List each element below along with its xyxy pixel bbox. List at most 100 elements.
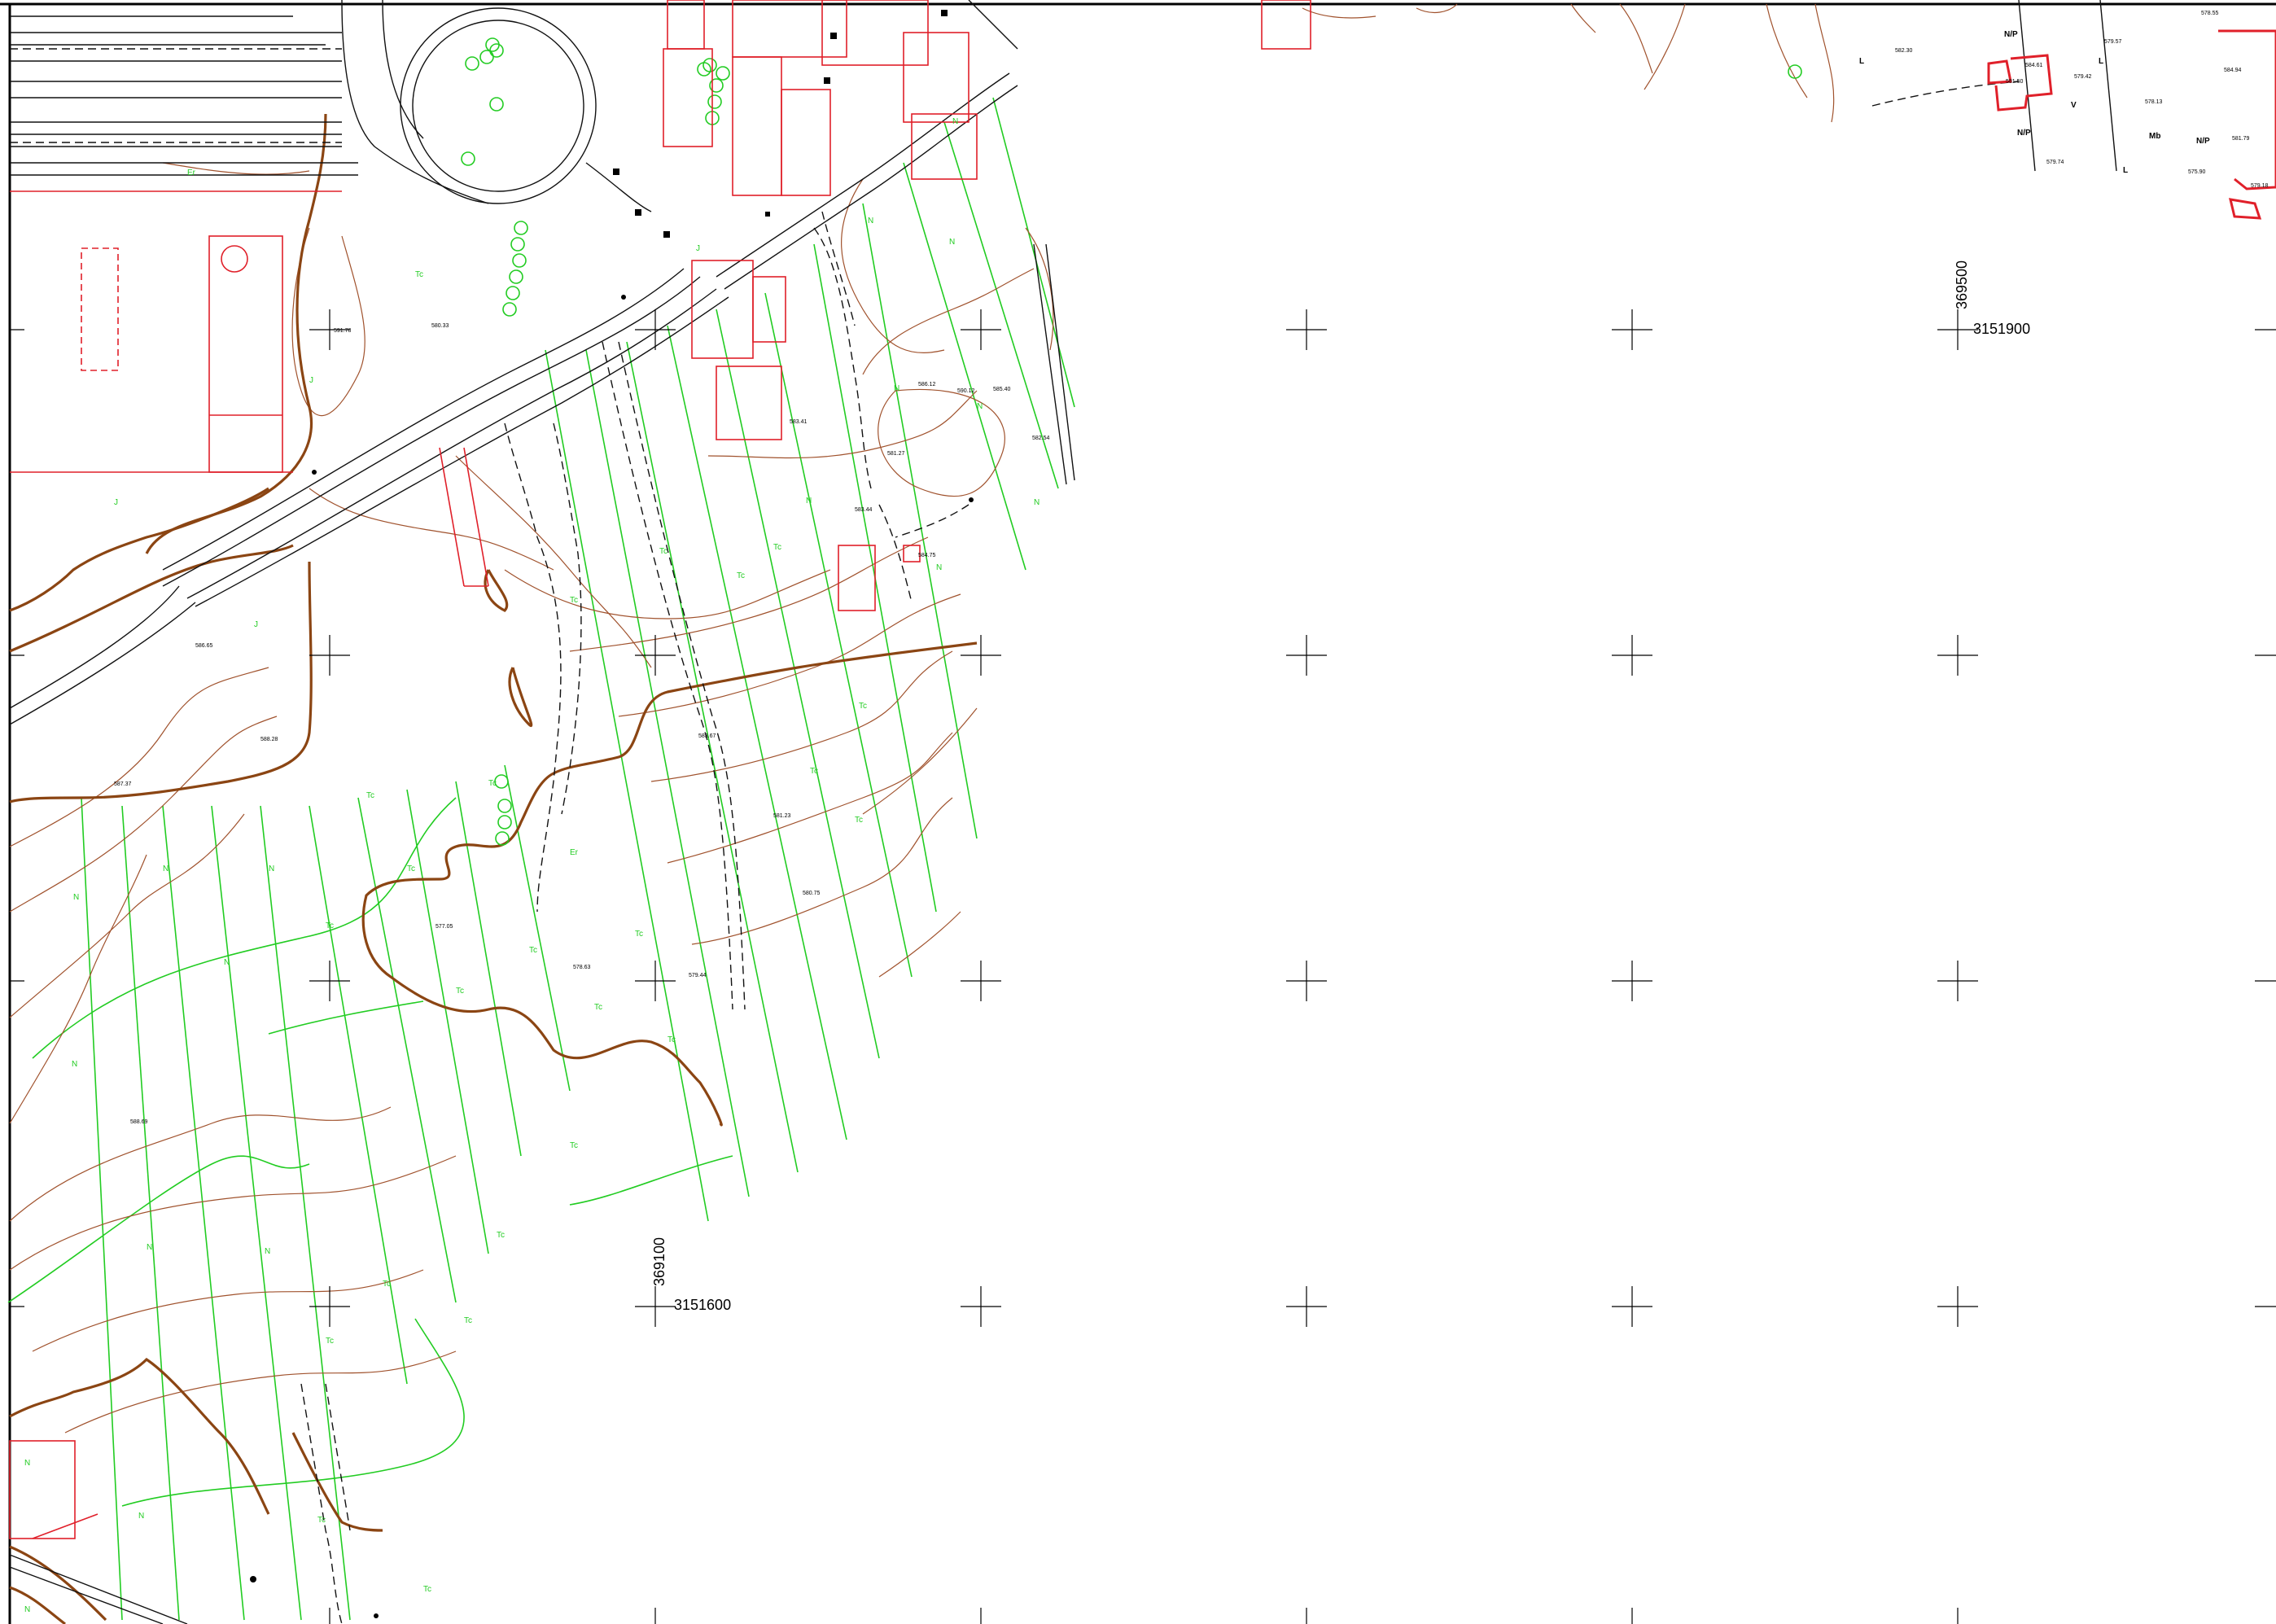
- landuse-code: N: [952, 117, 958, 126]
- spot-elevation: 586.12: [918, 382, 936, 387]
- landuse-code: N: [265, 1247, 270, 1256]
- spot-elevation: 584.94: [2224, 68, 2242, 73]
- spot-elevation: 579.74: [2046, 160, 2064, 165]
- grid-labels: 369100 3151600 369500 3151900: [651, 260, 2030, 1313]
- spot-elevation: 581.50: [2006, 79, 2024, 85]
- landuse-code: Tc: [570, 1141, 578, 1150]
- landuse-code: Tc: [326, 921, 334, 930]
- landuse-code: N: [224, 958, 230, 967]
- landuse-code: Tc: [317, 1516, 326, 1525]
- landuse-code: Tc: [456, 987, 464, 996]
- spot-elevation: 586.65: [195, 643, 213, 649]
- landuse-code: Tc: [488, 779, 497, 788]
- landuse-code: L: [1859, 57, 1864, 66]
- landuse-code: N: [269, 865, 274, 873]
- landuse-code: N: [147, 1243, 152, 1252]
- spot-elevation: 582.30: [1895, 48, 1913, 54]
- landuse-code: Tc: [855, 816, 863, 825]
- spot-elevation: 588.69: [130, 1119, 148, 1125]
- spot-elevation: 579.57: [2104, 39, 2122, 45]
- point-symbols: [250, 10, 974, 1618]
- landuse-code: J: [696, 244, 700, 253]
- landuse-code: N: [72, 1060, 77, 1069]
- landuse-code: N/P: [2004, 30, 2018, 39]
- spot-elevation: 583.44: [855, 507, 873, 513]
- landuse-labels: N/P N/P N/P L L L V Mb Tc Tc Tc Tc Tc Tc…: [24, 30, 2210, 1614]
- landuse-code: N/P: [2196, 137, 2210, 146]
- contour-lines: [9, 3, 1835, 1434]
- landuse-code: N: [24, 1459, 30, 1468]
- landuse-code: Tc: [659, 547, 667, 556]
- landuse-code: Tc: [570, 596, 578, 605]
- vegetation-trees: [461, 37, 1802, 846]
- landuse-code: L: [2123, 166, 2128, 175]
- spot-elevation: 577.05: [436, 924, 453, 930]
- landuse-code: Tc: [464, 1316, 472, 1325]
- landuse-code: Tc: [529, 946, 537, 955]
- landuse-code: Tc: [773, 543, 781, 552]
- landuse-code: J: [114, 498, 118, 507]
- spot-elevation: 584.75: [918, 553, 936, 558]
- easting-label-369500: 369500: [1954, 260, 1970, 309]
- building-footprints: [9, 0, 2276, 1539]
- spot-elevation: 575.90: [2188, 169, 2206, 175]
- road-network: [9, 0, 2117, 1624]
- spot-elevation: 580.75: [803, 891, 821, 896]
- landuse-code: Tc: [366, 791, 374, 800]
- landuse-code: Tc: [415, 270, 423, 279]
- dashed-tracks: [10, 48, 2020, 1624]
- landuse-code: N: [894, 384, 899, 393]
- landuse-code: N: [24, 1605, 30, 1614]
- easting-label-369100: 369100: [651, 1237, 667, 1286]
- landuse-code: N/P: [2017, 129, 2031, 138]
- landuse-code: Tc: [383, 1280, 391, 1289]
- landuse-code: N: [163, 865, 169, 873]
- landuse-code: Er: [570, 848, 579, 857]
- landuse-code: Tc: [594, 1003, 602, 1012]
- northing-label-3151600: 3151600: [674, 1297, 731, 1313]
- spot-elevation: 581.79: [2232, 136, 2250, 142]
- spot-elevation: 591.78: [334, 328, 352, 334]
- spot-elevation: 588.28: [260, 737, 278, 742]
- spot-elevation: 578.63: [573, 965, 591, 970]
- spot-elevations: 582.30 579.57 579.42 578.13 579.74 575.9…: [114, 11, 2269, 1125]
- northing-label-3151900: 3151900: [1973, 321, 2030, 337]
- landuse-code: Tc: [859, 702, 867, 711]
- landuse-code: Tc: [737, 571, 745, 580]
- landuse-code: Tc: [407, 865, 415, 873]
- landuse-code: V: [2071, 101, 2077, 110]
- spot-elevation: 581.27: [887, 451, 905, 457]
- landuse-code: N: [936, 563, 942, 572]
- spot-elevation: 578.13: [2145, 99, 2163, 105]
- landuse-code: N: [868, 217, 873, 225]
- landuse-code: J: [309, 376, 313, 385]
- landuse-code: N: [806, 497, 812, 506]
- landuse-code: Er: [187, 169, 196, 177]
- index-contour-lines: [9, 113, 978, 1624]
- spot-elevation: 581.23: [773, 813, 791, 819]
- spot-elevation: 579.18: [2251, 183, 2269, 189]
- landuse-code: N: [977, 402, 983, 411]
- landuse-code: Tc: [326, 1337, 334, 1346]
- grid-crosses: [10, 309, 2276, 1624]
- landuse-code: Tc: [667, 1035, 676, 1044]
- landuse-code: N: [949, 238, 955, 247]
- landuse-code: N: [73, 893, 79, 902]
- landuse-code: Mb: [2149, 132, 2160, 141]
- spot-elevation: 583.41: [790, 419, 808, 425]
- spot-elevation: 582.54: [1032, 436, 1050, 441]
- spot-elevation: 580.33: [431, 323, 449, 329]
- landuse-code: Tc: [635, 930, 643, 939]
- spot-elevation: 585.40: [993, 387, 1011, 392]
- vegetation-parcels: [7, 97, 1075, 1621]
- landuse-code: Tc: [810, 767, 818, 776]
- spot-elevation: 584.61: [2025, 63, 2043, 68]
- spot-elevation: 583.67: [698, 733, 716, 739]
- landuse-code: J: [254, 620, 258, 629]
- landuse-code: L: [2099, 57, 2103, 66]
- landuse-code: N: [1034, 498, 1040, 507]
- spot-elevation: 590.12: [957, 388, 975, 394]
- landuse-code: Tc: [423, 1585, 431, 1594]
